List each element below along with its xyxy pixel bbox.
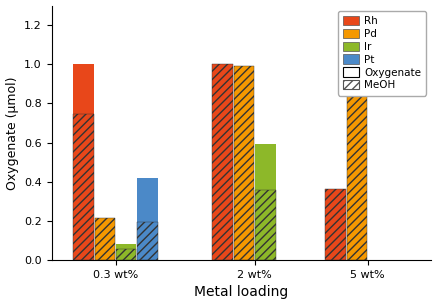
X-axis label: Metal loading: Metal loading — [194, 285, 289, 300]
Bar — [212, 64, 233, 260]
Bar — [234, 66, 254, 260]
Y-axis label: Oxygenate (μmol): Oxygenate (μmol) — [6, 76, 18, 190]
Bar — [137, 222, 158, 260]
Bar — [212, 64, 233, 260]
Bar — [325, 189, 346, 260]
Bar — [95, 218, 115, 260]
Bar — [116, 249, 136, 260]
Bar — [325, 189, 346, 260]
Bar — [73, 114, 94, 260]
Bar — [234, 66, 254, 260]
Bar — [116, 243, 136, 260]
Bar — [347, 96, 368, 260]
Bar — [137, 178, 158, 260]
Bar — [347, 96, 368, 260]
Legend: Rh, Pd, Ir, Pt, Oxygenate, MeOH: Rh, Pd, Ir, Pt, Oxygenate, MeOH — [338, 11, 426, 95]
Bar — [255, 190, 276, 260]
Bar — [255, 144, 276, 260]
Bar — [73, 64, 94, 260]
Bar — [95, 218, 115, 260]
